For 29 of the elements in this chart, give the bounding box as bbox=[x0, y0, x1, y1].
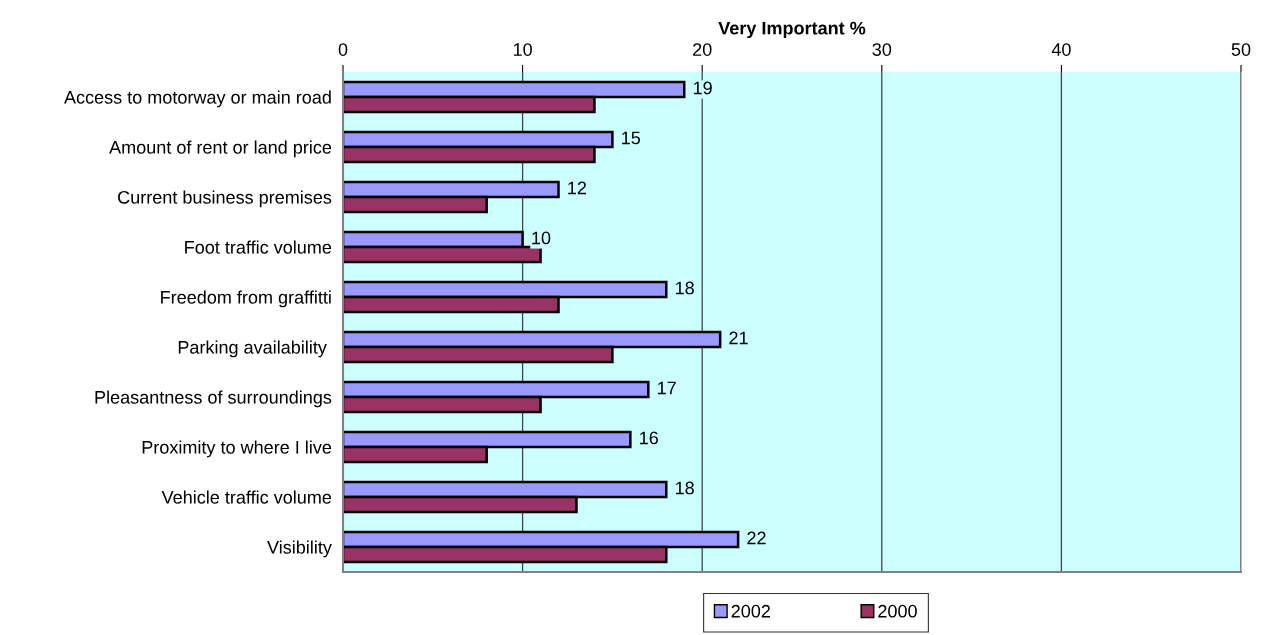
y-tick-label: Vehicle traffic volume bbox=[161, 490, 332, 504]
x-axis-title: Very Important % bbox=[718, 21, 866, 39]
y-tick-label: Access to motorway or main road bbox=[64, 90, 331, 108]
y-tick-label: Pleasantness of surroundings bbox=[95, 390, 332, 408]
y-tick-label: Amount of rent or land price bbox=[109, 140, 332, 158]
data-label: 15 bbox=[622, 131, 641, 145]
y-tick-label: Foot traffic volume bbox=[185, 240, 332, 254]
x-tick-label: 0 bbox=[338, 43, 348, 56]
data-label: 10 bbox=[532, 231, 551, 245]
y-tick-label: Visibility bbox=[267, 540, 332, 558]
legend-label: 2002 bbox=[731, 604, 770, 618]
x-tick-label: 40 bbox=[1051, 43, 1071, 56]
data-label: 12 bbox=[568, 181, 587, 195]
y-tick-label: Freedom from graffitti bbox=[161, 290, 331, 308]
y-tick-label: Current business premises bbox=[118, 190, 332, 208]
legend-label: 2000 bbox=[878, 604, 917, 618]
x-tick-label: 30 bbox=[872, 43, 892, 56]
data-label: 17 bbox=[658, 381, 676, 395]
x-tick-label: 50 bbox=[1231, 43, 1251, 56]
y-tick-label: Proximity to where I live bbox=[142, 440, 332, 458]
data-label: 16 bbox=[640, 431, 658, 445]
data-label: 18 bbox=[675, 481, 694, 495]
x-tick-label: 10 bbox=[513, 43, 532, 56]
data-label: 21 bbox=[729, 331, 748, 345]
x-tick-label: 20 bbox=[693, 43, 712, 56]
data-label: 19 bbox=[693, 81, 712, 95]
data-label: 18 bbox=[675, 281, 694, 295]
data-label: 22 bbox=[747, 531, 766, 545]
y-tick-label: Parking availability bbox=[178, 340, 327, 358]
